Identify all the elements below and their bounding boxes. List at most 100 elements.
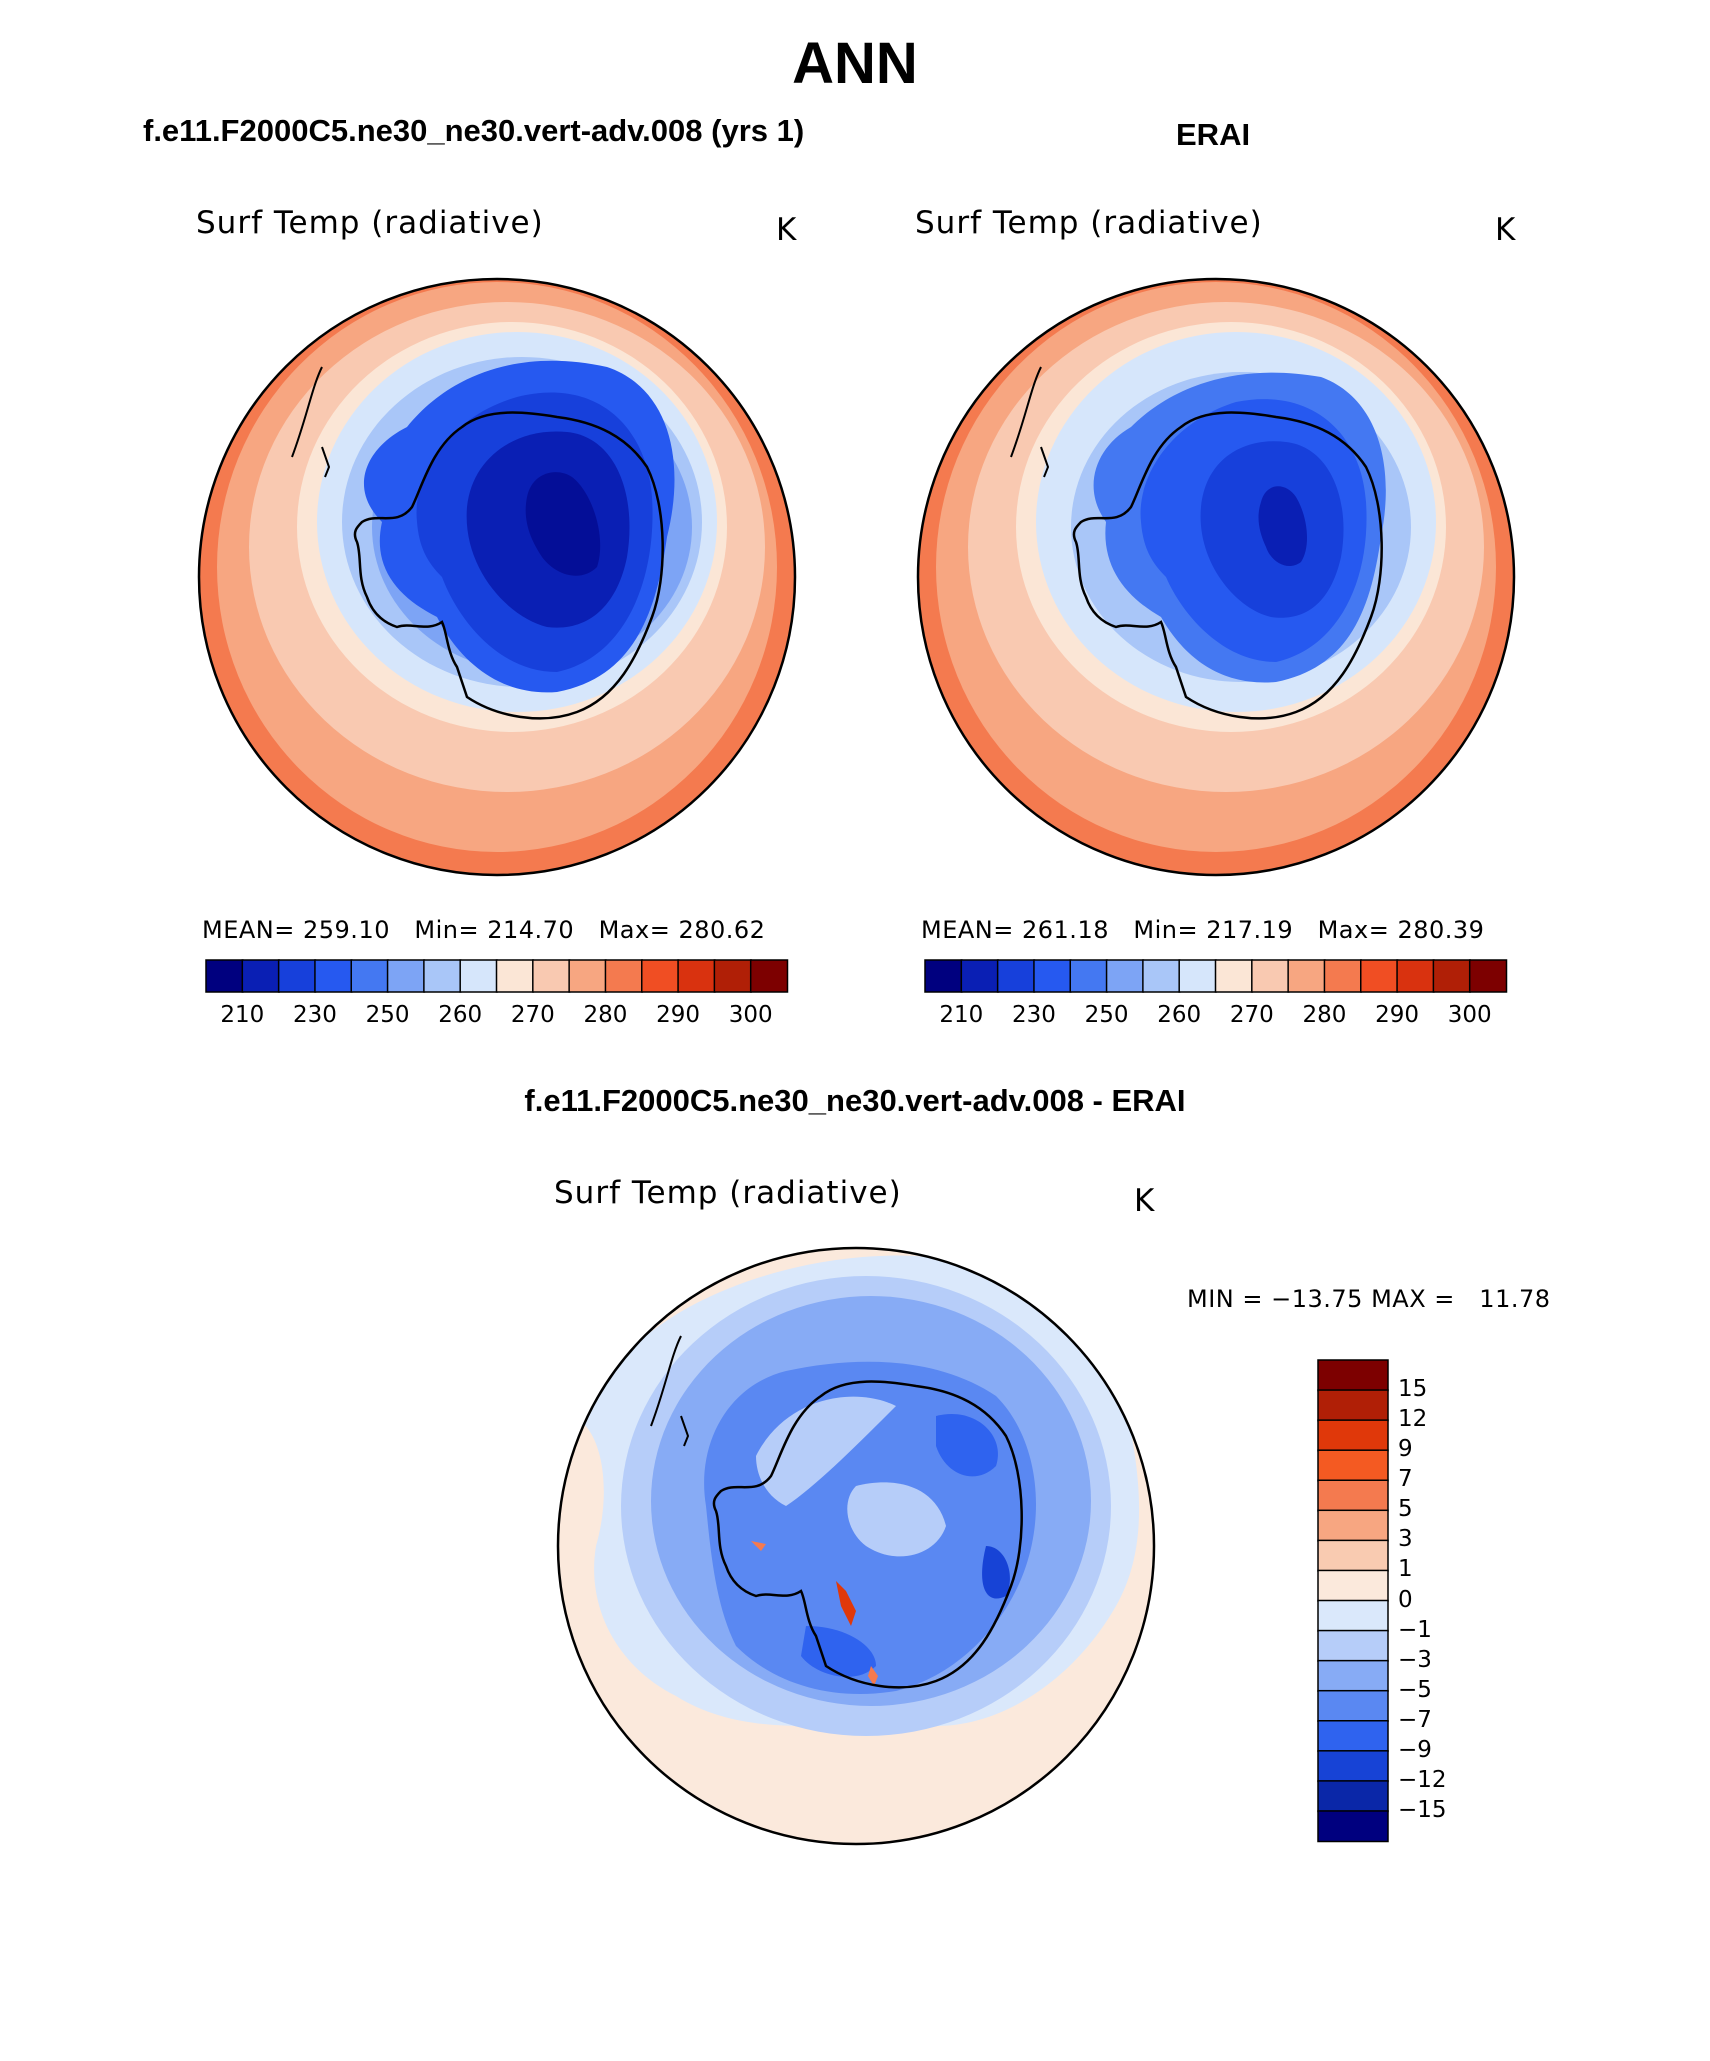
diff-colorbar-swatch-15 <box>1317 1810 1389 1843</box>
model-colorbar-swatch-13 <box>677 959 716 993</box>
model-colorbar-tick-6: 290 <box>656 1002 701 1028</box>
model-map-border <box>197 277 797 877</box>
model-colorbar-tick-3: 260 <box>438 1002 483 1028</box>
diff-case-title: f.e11.F2000C5.ne30_ne30.vert-adv.008 - E… <box>524 1083 1186 1118</box>
diff-colorbar-tick-1: 12 <box>1398 1406 1428 1433</box>
obs-max-value: 280.39 <box>1397 916 1485 944</box>
model-peninsula-outline <box>291 366 323 458</box>
obs-coastline <box>1072 411 1383 720</box>
figure-title: ANN <box>792 31 918 96</box>
model-colorbar-tick-2: 250 <box>365 1002 410 1028</box>
diff-colorbar-swatch-0 <box>1317 1359 1389 1392</box>
diff-minmax: MIN = −13.75 MAX = 11.78 <box>1187 1285 1551 1313</box>
model-colorbar-swatch-14 <box>713 959 752 993</box>
obs-colorbar-swatch-5 <box>1105 959 1145 993</box>
diff-colorbar-tick-4: 5 <box>1398 1496 1413 1523</box>
diff-colorbar-tick-5: 3 <box>1398 1526 1413 1553</box>
obs-colorbar-ticks: 210 230 250 260 270 280 290 300 <box>925 1002 1506 1032</box>
obs-min-label: Min= <box>1133 916 1199 944</box>
model-min-value: 214.70 <box>487 916 575 944</box>
obs-colorbar-swatch-15 <box>1468 959 1508 993</box>
model-colorbar-swatch-5 <box>386 959 426 993</box>
diff-colorbar-tick-14: −15 <box>1398 1796 1447 1823</box>
model-colorbar-swatch-15 <box>749 959 789 993</box>
diff-patch-neg12 <box>982 1546 1010 1599</box>
model-colorbar-swatch-4 <box>350 959 389 993</box>
diff-colorbar-swatch-2 <box>1317 1419 1389 1452</box>
obs-colorbar-swatch-13 <box>1396 959 1435 993</box>
diff-colorbar-swatch-8 <box>1317 1599 1389 1632</box>
model-max-value: 280.62 <box>678 916 766 944</box>
diff-colorbar-swatch-11 <box>1317 1689 1389 1723</box>
obs-colorbar-swatch-3 <box>1033 959 1072 993</box>
model-colorbar-swatch-10 <box>568 959 607 993</box>
diff-patch-neg9-b <box>801 1626 876 1677</box>
obs-band-218 <box>1258 486 1308 567</box>
diff-patch-pos5-b <box>751 1541 766 1551</box>
model-colorbar-tick-7: 300 <box>728 1002 773 1028</box>
diff-peninsula-outline <box>650 1335 682 1427</box>
model-band-215 <box>525 472 601 576</box>
diff-colorbar-swatch-6 <box>1317 1539 1389 1572</box>
obs-colorbar-swatch-11 <box>1323 959 1363 993</box>
diff-colorbar-ticks: 15 12 9 7 5 3 1 0 −1 −3 −5 −7 −9 −12 −15 <box>1398 1360 1498 1841</box>
obs-min-value: 217.19 <box>1206 916 1294 944</box>
diff-colorbar-tick-3: 7 <box>1398 1466 1413 1493</box>
model-colorbar-swatch-8 <box>495 959 535 993</box>
model-colorbar-ticks: 210 230 250 260 270 280 290 300 <box>206 1002 787 1032</box>
diff-colorbar-tick-6: 1 <box>1398 1556 1413 1583</box>
obs-colorbar-swatch-12 <box>1360 959 1399 993</box>
diff-max-label: MAX = <box>1371 1285 1455 1313</box>
model-variable-label: Surf Temp (radiative) <box>196 205 544 241</box>
model-stats: MEAN= 259.10 Min= 214.70 Max= 280.62 <box>202 916 765 944</box>
model-colorbar-swatch-11 <box>604 959 644 993</box>
diff-colorbar-swatch-9 <box>1317 1629 1389 1662</box>
diff-max-value: 11.78 <box>1479 1285 1551 1313</box>
obs-colorbar-tick-0: 210 <box>939 1002 984 1028</box>
obs-variable-label: Surf Temp (radiative) <box>915 205 1263 241</box>
model-map <box>197 277 797 877</box>
obs-colorbar-tick-7: 300 <box>1447 1002 1492 1028</box>
diff-map-border <box>556 1246 1156 1846</box>
model-colorbar <box>205 959 789 993</box>
diff-colorbar-swatch-13 <box>1317 1750 1389 1783</box>
diff-colorbar-tick-8: −1 <box>1398 1616 1432 1643</box>
model-case-title: f.e11.F2000C5.ne30_ne30.vert-adv.008 (yr… <box>143 113 805 148</box>
diff-colorbar-tick-7: 0 <box>1398 1586 1413 1613</box>
obs-units-label: K <box>1495 212 1517 248</box>
obs-colorbar-tick-3: 260 <box>1157 1002 1202 1028</box>
diff-patch-neg3-a <box>756 1396 896 1506</box>
diff-colorbar-tick-13: −12 <box>1398 1766 1447 1793</box>
diff-patch-neg9-a <box>936 1414 998 1477</box>
diff-variable-label: Surf Temp (radiative) <box>554 1175 902 1211</box>
obs-colorbar-tick-4: 270 <box>1229 1002 1274 1028</box>
diff-min-value: −13.75 <box>1271 1285 1363 1313</box>
model-min-label: Min= <box>414 916 480 944</box>
diff-colorbar-swatch-1 <box>1317 1389 1389 1422</box>
model-coastline <box>353 411 664 720</box>
obs-colorbar-swatch-1 <box>960 959 999 993</box>
model-colorbar-swatch-2 <box>277 959 317 993</box>
obs-mean-label: MEAN= <box>921 916 1014 944</box>
diff-min-label: MIN = <box>1187 1285 1263 1313</box>
diff-colorbar-tick-12: −9 <box>1398 1736 1432 1763</box>
model-colorbar-swatch-6 <box>423 959 462 993</box>
obs-colorbar-tick-1: 230 <box>1011 1002 1056 1028</box>
diff-colorbar-swatch-3 <box>1317 1449 1389 1482</box>
diff-patch-neg3-b <box>847 1482 946 1557</box>
obs-map-border <box>916 277 1516 877</box>
obs-peninsula-outline <box>1010 366 1042 458</box>
model-colorbar-tick-4: 270 <box>510 1002 555 1028</box>
model-colorbar-tick-5: 280 <box>583 1002 628 1028</box>
diff-colorbar-tick-9: −3 <box>1398 1646 1432 1673</box>
model-mean-value: 259.10 <box>303 916 390 944</box>
diff-colorbar-tick-11: −7 <box>1398 1706 1432 1733</box>
diff-colorbar <box>1317 1359 1389 1843</box>
diff-colorbar-swatch-7 <box>1317 1569 1389 1602</box>
model-colorbar-tick-0: 210 <box>220 1002 265 1028</box>
model-colorbar-swatch-7 <box>459 959 498 993</box>
model-units-label: K <box>776 212 798 248</box>
diff-colorbar-swatch-4 <box>1317 1479 1389 1512</box>
obs-case-title: ERAI <box>1176 117 1251 152</box>
obs-colorbar-swatch-4 <box>1069 959 1108 993</box>
